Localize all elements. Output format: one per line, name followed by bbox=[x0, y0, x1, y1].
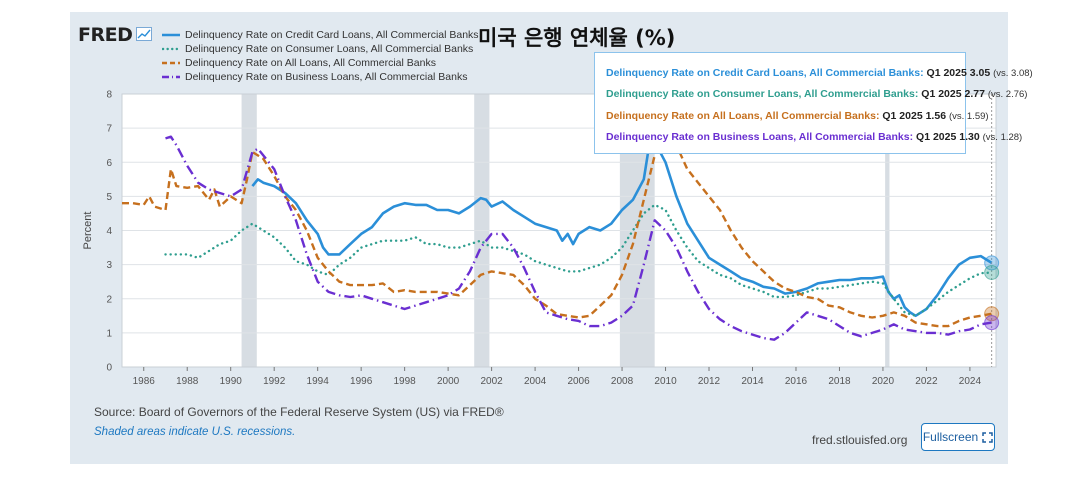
y-tick-label: 4 bbox=[106, 226, 112, 237]
legend-item-credit-card[interactable]: Delinquency Rate on Credit Card Loans, A… bbox=[162, 28, 479, 42]
tooltip-previous: (vs. 1.28) bbox=[982, 132, 1023, 144]
y-tick-label: 1 bbox=[106, 328, 112, 339]
tooltip-period: Q1 2025 bbox=[916, 131, 957, 144]
source-note: Source: Board of Governors of the Federa… bbox=[94, 405, 504, 419]
x-tick-label: 2008 bbox=[611, 376, 634, 387]
tooltip-row: Delinquency Rate on Credit Card Loans, A… bbox=[606, 63, 1033, 84]
tooltip-value: 1.56 bbox=[925, 109, 947, 122]
x-tick-label: 2002 bbox=[480, 376, 503, 387]
x-tick-label: 1986 bbox=[133, 376, 156, 387]
y-tick-label: 0 bbox=[106, 363, 112, 374]
y-tick-label: 6 bbox=[106, 158, 112, 169]
tooltip-row: Delinquency Rate on All Loans, All Comme… bbox=[606, 106, 989, 127]
chart-legend: Delinquency Rate on Credit Card Loans, A… bbox=[162, 28, 479, 84]
x-tick-label: 2010 bbox=[654, 376, 677, 387]
x-tick-label: 2014 bbox=[741, 376, 764, 387]
y-tick-label: 2 bbox=[106, 294, 112, 305]
y-tick-label: 5 bbox=[106, 192, 112, 203]
legend-label: Delinquency Rate on Consumer Loans, All … bbox=[185, 43, 474, 55]
x-tick-label: 2012 bbox=[698, 376, 721, 387]
tooltip-period: Q1 2025 bbox=[882, 109, 923, 122]
hover-tooltip: Delinquency Rate on Credit Card Loans, A… bbox=[594, 52, 1033, 154]
fullscreen-label: Fullscreen bbox=[922, 430, 979, 444]
series-line-2 bbox=[122, 126, 992, 328]
line-chart-icon bbox=[136, 27, 152, 41]
x-tick-label: 2000 bbox=[437, 376, 460, 387]
tooltip-previous: (vs. 2.76) bbox=[987, 89, 1028, 101]
x-tick-label: 2020 bbox=[872, 376, 895, 387]
tooltip-previous: (vs. 1.59) bbox=[948, 110, 989, 122]
x-tick-label: 1998 bbox=[394, 376, 417, 387]
tooltip-value: 2.77 bbox=[964, 88, 985, 101]
x-tick-label: 2018 bbox=[828, 376, 851, 387]
tooltip-period: Q1 2025 bbox=[921, 88, 962, 101]
x-tick-label: 2022 bbox=[915, 376, 938, 387]
tooltip-value: 1.30 bbox=[959, 131, 980, 144]
legend-item-all-loans[interactable]: Delinquency Rate on All Loans, All Comme… bbox=[162, 56, 479, 70]
legend-item-business[interactable]: Delinquency Rate on Business Loans, All … bbox=[162, 70, 479, 84]
hover-point-3 bbox=[984, 315, 1000, 331]
series-line-0 bbox=[251, 140, 993, 318]
tooltip-label: Delinquency Rate on All Loans, All Comme… bbox=[606, 109, 880, 122]
series-line-1 bbox=[164, 203, 993, 317]
fred-logo[interactable]: FRED bbox=[78, 24, 133, 46]
y-tick-label: 7 bbox=[106, 124, 112, 135]
x-tick-label: 1988 bbox=[176, 376, 199, 387]
fullscreen-button[interactable]: Fullscreen bbox=[921, 423, 995, 451]
tooltip-label: Delinquency Rate on Credit Card Loans, A… bbox=[606, 67, 924, 79]
plot-border bbox=[121, 93, 997, 368]
legend-label: Delinquency Rate on All Loans, All Comme… bbox=[185, 57, 436, 69]
legend-label: Delinquency Rate on Business Loans, All … bbox=[185, 71, 468, 83]
hover-point-2 bbox=[984, 306, 1000, 322]
legend-item-consumer[interactable]: Delinquency Rate on Consumer Loans, All … bbox=[162, 42, 479, 56]
x-tick-label: 1990 bbox=[220, 376, 243, 387]
y-axis-label: Percent bbox=[82, 212, 94, 250]
tooltip-previous: (vs. 3.08) bbox=[993, 68, 1033, 79]
chart-title: 미국 은행 연체율 (%) bbox=[478, 26, 676, 50]
tooltip-value: 3.05 bbox=[969, 67, 991, 79]
x-tick-label: 2016 bbox=[785, 376, 808, 387]
expand-icon bbox=[982, 431, 993, 443]
x-tick-label: 2004 bbox=[524, 376, 547, 387]
tooltip-label: Delinquency Rate on Business Loans, All … bbox=[606, 131, 914, 144]
x-tick-label: 2006 bbox=[567, 376, 590, 387]
x-tick-label: 1996 bbox=[350, 376, 373, 387]
x-tick-label: 1994 bbox=[307, 376, 330, 387]
recession-note[interactable]: Shaded areas indicate U.S. recessions. bbox=[94, 426, 296, 438]
legend-label: Delinquency Rate on Credit Card Loans, A… bbox=[185, 29, 479, 41]
hover-point-1 bbox=[984, 264, 1000, 280]
site-url[interactable]: fred.stlouisfed.org bbox=[812, 433, 908, 447]
tooltip-label: Delinquency Rate on Consumer Loans, All … bbox=[606, 88, 919, 101]
x-tick-label: 2024 bbox=[959, 376, 982, 387]
y-tick-label: 3 bbox=[106, 260, 112, 271]
tooltip-row: Delinquency Rate on Consumer Loans, All … bbox=[606, 84, 1027, 105]
tooltip-row: Delinquency Rate on Business Loans, All … bbox=[606, 127, 1022, 148]
chart-panel: 0 1 2 3 4 5 6 7 8 1986 1988 1990 1992 1994 1996 1998 200… bbox=[70, 12, 1033, 464]
x-tick-label: 1992 bbox=[263, 376, 286, 387]
y-tick-label: 8 bbox=[106, 90, 112, 101]
tooltip-period: Q1 2025 bbox=[926, 67, 967, 79]
